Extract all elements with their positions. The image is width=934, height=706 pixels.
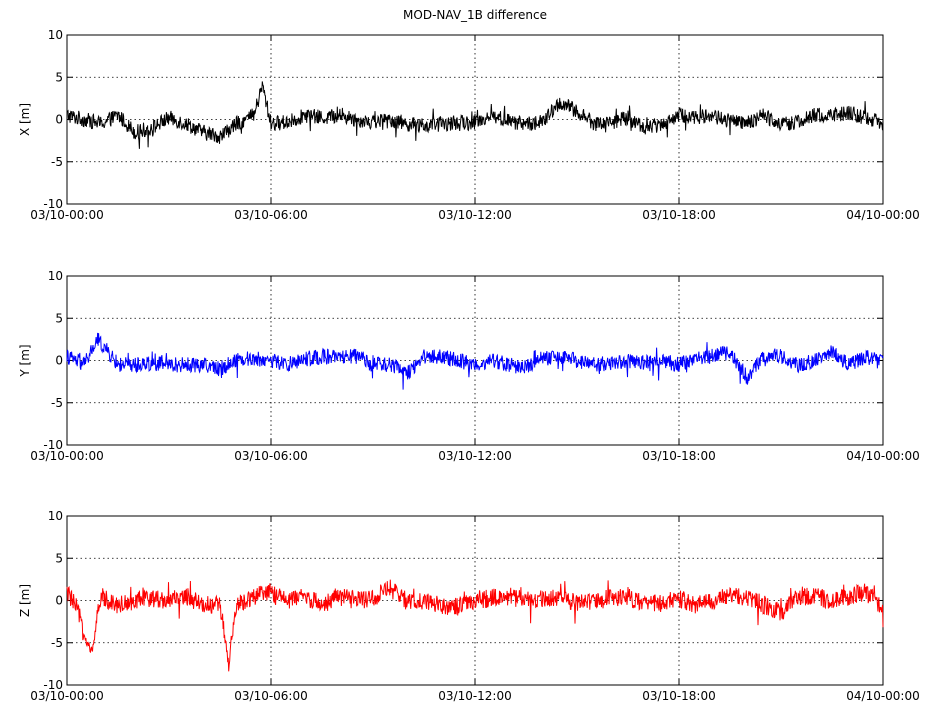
x-xtick-label: 03/10-00:00 xyxy=(30,208,104,222)
x-xtick-label: 03/10-06:00 xyxy=(234,208,308,222)
y-xtick-label: 04/10-00:00 xyxy=(846,449,920,463)
y-xtick-label: 03/10-18:00 xyxy=(642,449,716,463)
figure-title: MOD-NAV_1B difference xyxy=(403,8,547,22)
y-ytick-label: -10 xyxy=(43,438,63,452)
z-xtick-label: 03/10-18:00 xyxy=(642,689,716,703)
y-xtick-label: 03/10-06:00 xyxy=(234,449,308,463)
x-xtick-label: 03/10-12:00 xyxy=(438,208,512,222)
y-ytick-label: 10 xyxy=(48,269,63,283)
z-xtick-label: 04/10-00:00 xyxy=(846,689,920,703)
z-xtick-label: 03/10-12:00 xyxy=(438,689,512,703)
y-ytick-label: 5 xyxy=(55,311,63,325)
y-difference-series-line xyxy=(66,332,884,390)
x-axis-label: X [m] xyxy=(18,103,32,136)
z-difference-series-line xyxy=(66,579,884,672)
y-xtick-label: 03/10-00:00 xyxy=(30,449,104,463)
x-ytick-label: -10 xyxy=(43,197,63,211)
y-ytick-label: -5 xyxy=(51,396,63,410)
x-ytick-label: 5 xyxy=(55,70,63,84)
z-xtick-label: 03/10-06:00 xyxy=(234,689,308,703)
y-xtick-label: 03/10-12:00 xyxy=(438,449,512,463)
z-ytick-label: -5 xyxy=(51,636,63,650)
z-xtick-label: 03/10-00:00 xyxy=(30,689,104,703)
x-difference-panel: -10 -5 0 5 10 03/10-00:00 03/10-06:00 03/10-12:… xyxy=(18,28,920,222)
y-axis-label: Y [m] xyxy=(18,344,32,377)
z-ytick-label: 0 xyxy=(55,594,63,608)
z-ytick-label: 10 xyxy=(48,509,63,523)
x-ytick-label: 10 xyxy=(48,28,63,42)
z-difference-panel: -10 -5 0 5 10 03/10-00:00 03/10-06:00 03/10-12:… xyxy=(18,509,920,703)
z-ytick-label: -10 xyxy=(43,678,63,692)
x-difference-series-line xyxy=(66,81,884,149)
y-ytick-label: 0 xyxy=(55,354,63,368)
x-xtick-label: 04/10-00:00 xyxy=(846,208,920,222)
z-axis-label: Z [m] xyxy=(18,584,32,617)
x-ytick-label: -5 xyxy=(51,155,63,169)
x-ytick-label: 0 xyxy=(55,113,63,127)
z-ytick-label: 5 xyxy=(55,551,63,565)
x-xtick-label: 03/10-18:00 xyxy=(642,208,716,222)
y-difference-panel: -10 -5 0 5 10 03/10-00:00 03/10-06:00 03/10-12:… xyxy=(18,269,920,463)
